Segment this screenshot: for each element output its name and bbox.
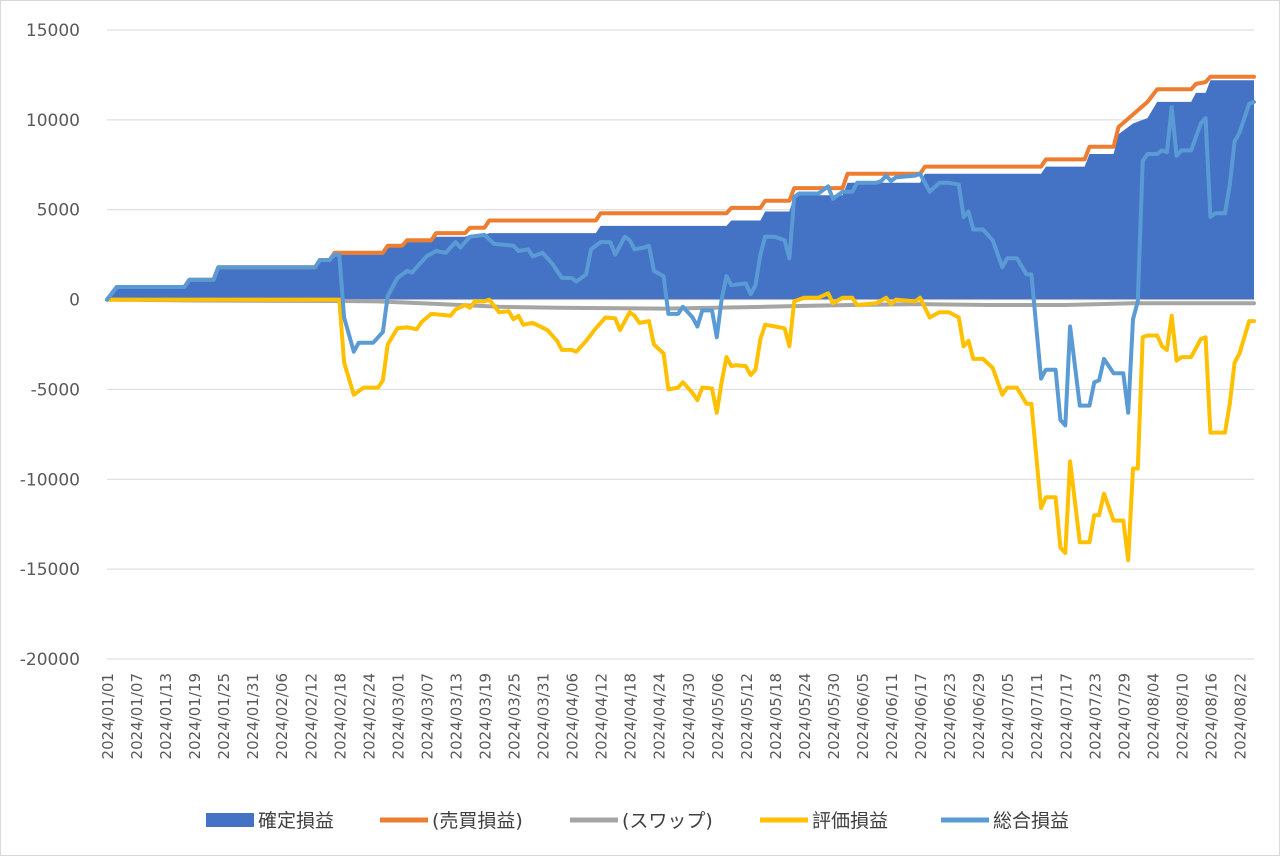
x-tick-label: 2024/07/23 [1086,673,1104,759]
x-tick-label: 2024/03/19 [477,673,495,759]
x-tick-label: 2024/04/06 [564,673,582,759]
x-tick-label: 2024/06/05 [854,673,872,759]
series-area-kakutei [107,80,1254,300]
x-tick-label: 2024/03/01 [389,673,407,759]
y-tick-label: 10000 [26,111,80,131]
x-tick-label: 2024/04/24 [651,673,669,759]
x-tick-label: 2024/06/29 [970,673,988,759]
y-tick-label: 15000 [26,21,80,41]
x-tick-label: 2024/01/07 [128,673,146,759]
x-tick-label: 2024/06/11 [883,673,901,759]
y-tick-label: -20000 [20,650,80,670]
legend-item-label: (スワップ) [622,810,713,832]
x-tick-label: 2024/03/31 [535,673,553,759]
x-tick-label: 2024/04/18 [622,673,640,759]
x-tick-label: 2024/04/30 [680,673,698,759]
x-tick-label: 2024/02/18 [331,673,349,759]
x-tick-label: 2024/08/22 [1232,673,1250,759]
x-tick-label: 2024/08/10 [1173,673,1191,759]
x-tick-label: 2024/01/13 [157,673,175,759]
x-tick-label: 2024/03/25 [506,673,524,759]
x-tick-label: 2024/07/11 [1028,673,1046,759]
series-line-hyoka [105,291,1256,563]
legend-item-label: (売買損益) [432,810,523,832]
x-tick-label: 2024/05/18 [767,673,785,759]
legend-swatch [206,813,254,827]
x-tick-label: 2024/07/29 [1115,673,1133,759]
x-tick-label: 2024/03/13 [448,673,466,759]
x-tick-label: 2024/05/30 [825,673,843,759]
x-tick-label: 2024/01/01 [99,673,117,759]
x-tick-label: 2024/01/19 [186,673,204,759]
x-tick-label: 2024/06/23 [941,673,959,759]
y-tick-label: -5000 [31,380,80,400]
series-line-sogo [105,99,1256,428]
x-tick-label: 2024/05/12 [738,673,756,759]
y-tick-label: 0 [69,291,80,311]
x-tick-label: 2024/07/17 [1057,673,1075,759]
x-tick-label: 2024/01/31 [244,673,262,759]
x-tick-label: 2024/05/24 [796,673,814,759]
x-tick-label: 2024/08/16 [1202,673,1220,759]
x-tick-label: 2024/04/12 [593,673,611,759]
x-tick-label: 2024/02/24 [360,673,378,759]
y-tick-label: -10000 [20,470,80,490]
x-tick-label: 2024/01/25 [215,673,233,759]
legend-item-label: 評価損益 [812,810,888,832]
x-tick-label: 2024/03/07 [418,673,436,759]
x-tick-label: 2024/07/05 [999,673,1017,759]
x-tick-label: 2024/02/06 [273,673,291,759]
y-tick-label: 5000 [37,201,80,221]
x-tick-label: 2024/02/12 [302,673,320,759]
legend-item-label: 確定損益 [258,810,334,832]
series-line-swap [105,297,1256,311]
legend-item-label: 総合損益 [993,810,1069,832]
x-tick-label: 2024/05/06 [709,673,727,759]
x-tick-label: 2024/06/17 [912,673,930,759]
x-tick-label: 2024/08/04 [1144,673,1162,759]
y-tick-label: -15000 [20,560,80,580]
